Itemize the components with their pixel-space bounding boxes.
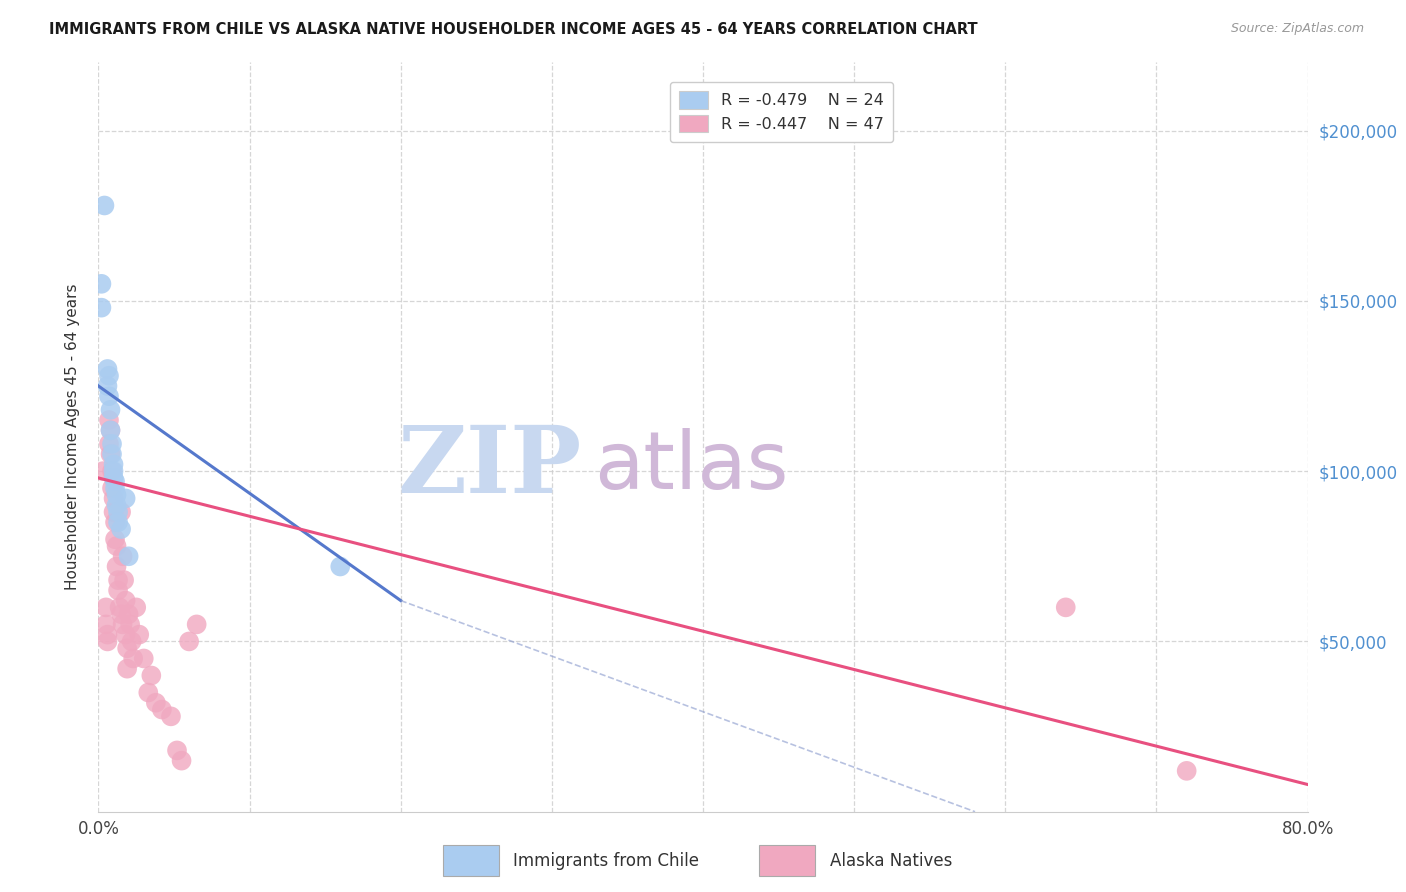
Point: [105, 488, 128, 502]
Point: [105, 559, 128, 574]
Point: [98, 413, 121, 427]
Point: [98, 368, 121, 383]
Point: [105, 498, 128, 512]
Point: [118, 607, 141, 622]
Text: Alaska Natives: Alaska Natives: [830, 852, 952, 870]
Point: [105, 539, 128, 553]
Point: [96, 627, 118, 641]
Point: [108, 600, 131, 615]
Point: [101, 481, 124, 495]
Point: [91, 464, 114, 478]
Point: [125, 600, 148, 615]
Point: [111, 549, 134, 564]
Point: [101, 437, 124, 451]
Point: [93, 198, 115, 212]
Point: [101, 447, 124, 461]
Text: ZIP: ZIP: [398, 422, 582, 512]
Y-axis label: Householder Income Ages 45 - 64 years: Householder Income Ages 45 - 64 years: [65, 284, 80, 591]
Point: [104, 481, 127, 495]
Point: [120, 617, 142, 632]
Point: [1175, 764, 1198, 778]
Point: [128, 627, 150, 641]
Point: [110, 522, 132, 536]
Point: [179, 634, 201, 648]
Point: [186, 617, 208, 632]
Point: [166, 743, 188, 757]
Point: [170, 754, 193, 768]
Point: [150, 702, 173, 716]
Point: [103, 491, 125, 506]
Point: [114, 627, 136, 641]
Text: atlas: atlas: [595, 428, 789, 506]
Point: [90, 277, 112, 291]
Point: [104, 475, 127, 489]
Point: [103, 458, 125, 472]
Point: [329, 559, 352, 574]
Point: [90, 301, 112, 315]
Point: [1054, 600, 1077, 615]
Bar: [759, 846, 815, 876]
Point: [96, 362, 118, 376]
Point: [145, 696, 167, 710]
Point: [160, 709, 183, 723]
Point: [141, 668, 163, 682]
Point: [107, 573, 129, 587]
Point: [103, 505, 125, 519]
Point: [103, 464, 125, 478]
Point: [100, 423, 122, 437]
Point: [96, 634, 118, 648]
Point: [110, 607, 132, 622]
Point: [98, 437, 121, 451]
Text: Immigrants from Chile: Immigrants from Chile: [513, 852, 699, 870]
Point: [100, 447, 122, 461]
Point: [94, 600, 117, 615]
Text: Source: ZipAtlas.com: Source: ZipAtlas.com: [1230, 22, 1364, 36]
Point: [132, 651, 155, 665]
Point: [103, 471, 125, 485]
Point: [104, 533, 127, 547]
Point: [118, 549, 141, 564]
Point: [101, 464, 124, 478]
Point: [100, 423, 122, 437]
Point: [98, 389, 121, 403]
Point: [122, 651, 145, 665]
Text: IMMIGRANTS FROM CHILE VS ALASKA NATIVE HOUSEHOLDER INCOME AGES 45 - 64 YEARS COR: IMMIGRANTS FROM CHILE VS ALASKA NATIVE H…: [49, 22, 977, 37]
Point: [115, 641, 138, 656]
Point: [107, 515, 129, 529]
Legend: R = -0.479    N = 24, R = -0.447    N = 47: R = -0.479 N = 24, R = -0.447 N = 47: [669, 82, 893, 142]
Point: [115, 662, 138, 676]
Point: [114, 491, 136, 506]
Point: [107, 583, 129, 598]
Point: [100, 402, 122, 417]
Point: [111, 617, 134, 632]
Point: [104, 515, 127, 529]
Point: [112, 573, 135, 587]
Point: [136, 685, 159, 699]
Point: [110, 505, 132, 519]
Point: [94, 617, 117, 632]
Point: [107, 505, 129, 519]
Bar: [443, 846, 499, 876]
Point: [121, 634, 143, 648]
Point: [96, 379, 118, 393]
Point: [114, 593, 136, 607]
